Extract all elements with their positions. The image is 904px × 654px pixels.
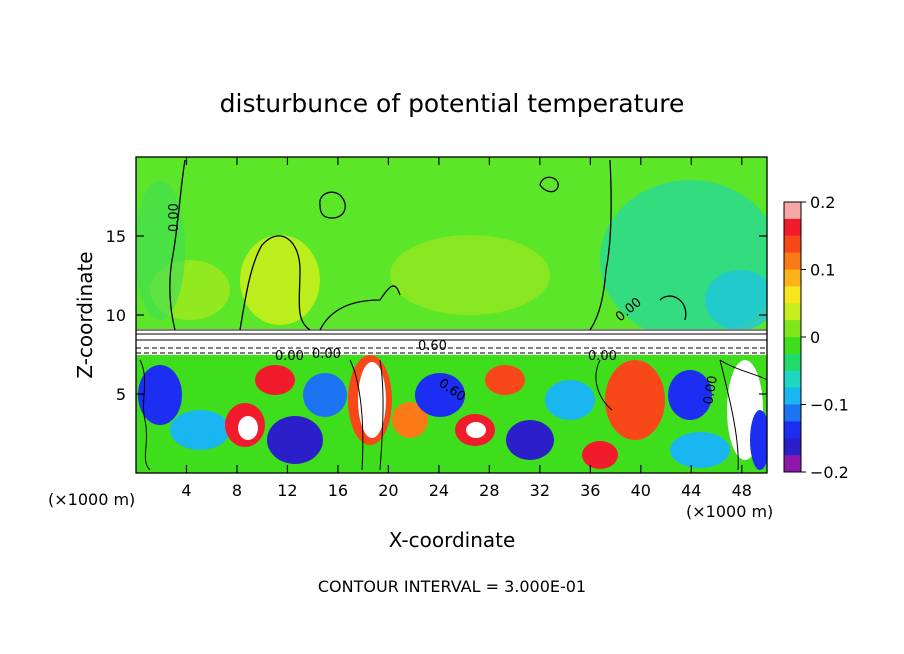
contour-line xyxy=(539,176,559,193)
contour-line xyxy=(319,191,346,219)
colorbar-swatch xyxy=(784,387,801,405)
colorbar-swatch xyxy=(784,455,801,473)
contour-labels: 0.00 0.00 0.00 0.00 0.60 0.60 0.00 0.00 xyxy=(167,203,721,406)
colorbar-swatch xyxy=(784,286,801,304)
colorbar-swatch xyxy=(784,337,801,355)
colorbar-tick-label: 0 xyxy=(810,328,820,347)
x-unit-left: (×1000 m) xyxy=(48,490,135,509)
colorbar-tick-label: 0.2 xyxy=(810,193,835,212)
contour-line xyxy=(169,159,186,331)
colorbar-swatch xyxy=(784,421,801,439)
colorbar-swatch xyxy=(784,320,801,338)
cold-eddy xyxy=(170,410,230,450)
colorbar-swatch xyxy=(784,353,801,372)
contour-label: 0.00 xyxy=(275,349,304,364)
x-tick-label: 36 xyxy=(580,481,600,500)
colorbar-tick-label: 0.1 xyxy=(810,261,835,280)
cold-eddy xyxy=(750,410,767,470)
warm-core xyxy=(358,362,386,438)
cold-eddy xyxy=(267,416,323,464)
x-tick-label: 20 xyxy=(378,481,398,500)
cold-eddy xyxy=(506,420,554,460)
upper-warm-patch xyxy=(240,235,320,325)
contour-label: 0.60 xyxy=(418,339,447,354)
x-tick-label: 40 xyxy=(631,481,651,500)
contour-line xyxy=(319,285,401,331)
cold-eddy xyxy=(415,373,465,417)
warm-eddy xyxy=(392,402,428,438)
x-tick-label: 16 xyxy=(328,481,348,500)
cold-eddy xyxy=(545,380,595,420)
warm-eddy xyxy=(605,360,665,440)
x-tick-label: 44 xyxy=(681,481,701,500)
contour-line xyxy=(719,359,739,471)
y-axis-label: Z-coordinate xyxy=(73,251,97,378)
colorbar-swatch xyxy=(784,303,801,321)
contour-line xyxy=(379,359,384,471)
colorbar-swatch xyxy=(784,438,801,456)
contour-label: 0.00 xyxy=(167,203,182,232)
x-unit-right: (×1000 m) xyxy=(686,502,773,521)
colorbar-swatch xyxy=(784,269,801,287)
x-tick-label: 32 xyxy=(530,481,550,500)
contour-interval-text: CONTOUR INTERVAL = 3.000E-01 xyxy=(318,577,586,596)
colorbar-tick-label: −0.1 xyxy=(810,396,849,415)
contour-label: 0.00 xyxy=(701,375,721,406)
lower-turbulence xyxy=(138,355,767,470)
plot-field xyxy=(136,157,767,473)
colorbar-swatch xyxy=(784,235,801,254)
cold-eddy xyxy=(670,432,730,468)
y-tick-label: 5 xyxy=(116,385,126,404)
x-axis-label: X-coordinate xyxy=(389,528,516,552)
colorbar-swatch xyxy=(784,218,801,237)
cold-eddy xyxy=(138,365,182,425)
colorbar-tick-label: −0.2 xyxy=(810,463,849,482)
y-tick-label: 15 xyxy=(106,227,126,246)
upper-contours xyxy=(169,159,687,331)
x-tick-label: 12 xyxy=(277,481,297,500)
contour-line xyxy=(719,359,767,381)
colorbar-swatch xyxy=(784,252,801,270)
colorbar: 0.2 0.1 0 −0.1 −0.2 xyxy=(783,193,849,482)
contour-line xyxy=(595,359,613,411)
x-tick-label: 4 xyxy=(181,481,191,500)
colorbar-swatch xyxy=(784,202,801,220)
y-tick-label: 10 xyxy=(106,306,126,325)
contour-line xyxy=(239,235,311,331)
contour-line xyxy=(589,159,612,331)
lower-contours xyxy=(139,359,767,471)
warm-core xyxy=(466,422,486,438)
y-axis: 5 10 15 xyxy=(106,227,767,404)
warm-core xyxy=(238,416,258,440)
cold-eddy xyxy=(303,373,347,417)
warm-eddy xyxy=(582,441,618,469)
upper-cool-patch xyxy=(136,180,185,320)
x-tick-label: 24 xyxy=(429,481,449,500)
inversion-band xyxy=(136,329,767,355)
x-tick-label: 28 xyxy=(479,481,499,500)
colorbar-swatch xyxy=(784,404,801,422)
contour-line xyxy=(139,359,151,471)
cold-eddy xyxy=(668,370,712,420)
contour-label: 0.00 xyxy=(312,347,341,362)
warm-eddy xyxy=(485,365,525,395)
upper-warm-patch xyxy=(390,235,550,315)
upper-cool-patch xyxy=(705,270,767,330)
chart-title: disturbunce of potential temperature xyxy=(220,89,685,118)
x-tick-label: 8 xyxy=(232,481,242,500)
contour-line xyxy=(659,295,687,321)
warm-eddy xyxy=(255,365,295,395)
contour-label: 0.00 xyxy=(588,349,617,364)
inversion-contours xyxy=(136,329,767,354)
colorbar-swatch xyxy=(784,370,801,389)
x-tick-label: 48 xyxy=(732,481,752,500)
contour-line xyxy=(349,359,364,471)
x-axis: 4 8 12 16 20 24 28 32 36 40 44 48 xyxy=(181,157,752,500)
